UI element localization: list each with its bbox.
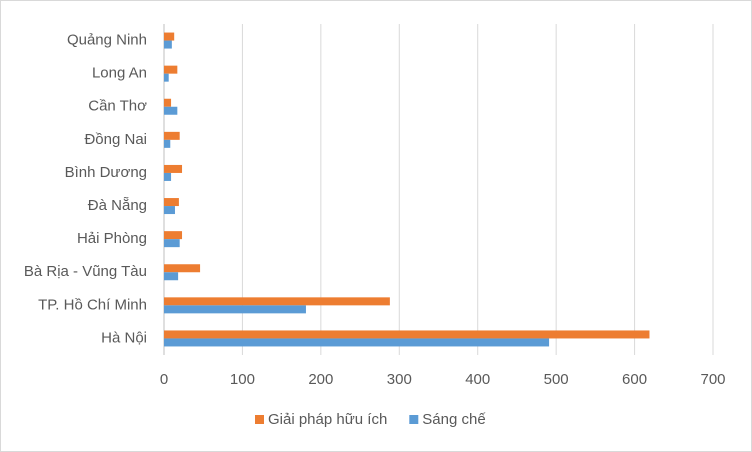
bar xyxy=(164,305,306,313)
legend-swatch xyxy=(255,415,264,424)
y-tick-label: Hà Nội xyxy=(101,329,147,346)
bar xyxy=(164,206,175,214)
bar xyxy=(164,74,169,82)
chart: 0 100 200 300 400 500 600 700 Quảng Ninh Long An C… xyxy=(0,0,752,452)
legend-swatch xyxy=(409,415,418,424)
bar xyxy=(164,272,178,280)
y-tick-label: Quảng Ninh xyxy=(67,32,147,49)
x-tick-label: 300 xyxy=(387,371,412,388)
x-tick-label: 100 xyxy=(230,371,255,388)
bar xyxy=(164,33,174,41)
y-tick-label: Đà Nẵng xyxy=(88,197,147,214)
x-tick-label: 600 xyxy=(622,371,647,388)
y-tick-label: TP. Hồ Chí Minh xyxy=(38,296,147,313)
x-tick-label: 700 xyxy=(700,371,725,388)
x-tick-label: 500 xyxy=(544,371,569,388)
bar xyxy=(164,297,390,305)
bar xyxy=(164,165,182,173)
bar xyxy=(164,338,549,346)
x-tick-label: 200 xyxy=(308,371,333,388)
y-tick-label: Long An xyxy=(92,65,147,82)
x-tick-label: 0 xyxy=(160,371,168,388)
bar xyxy=(164,66,177,74)
y-tick-label: Cần Thơ xyxy=(88,98,147,115)
y-tick-label: Bình Dương xyxy=(65,164,147,181)
bar xyxy=(164,198,179,206)
bar xyxy=(164,330,649,338)
x-tick-label: 400 xyxy=(465,371,490,388)
legend-label: Sáng chế xyxy=(422,411,486,428)
legend-label: Giải pháp hữu ích xyxy=(268,411,387,428)
bar xyxy=(164,231,182,239)
bar xyxy=(164,99,171,107)
bar xyxy=(164,41,172,49)
y-tick-label: Bà Rịa - Vũng Tàu xyxy=(24,263,147,280)
bar xyxy=(164,140,170,148)
bar xyxy=(164,132,180,140)
bar xyxy=(164,107,177,115)
bar xyxy=(164,264,200,272)
bar xyxy=(164,173,171,181)
bar xyxy=(164,239,180,247)
y-tick-label: Hải Phòng xyxy=(77,230,147,247)
page: 0 100 200 300 400 500 600 700 Quảng Ninh Long An C… xyxy=(0,0,752,452)
y-tick-label: Đồng Nai xyxy=(84,131,147,148)
